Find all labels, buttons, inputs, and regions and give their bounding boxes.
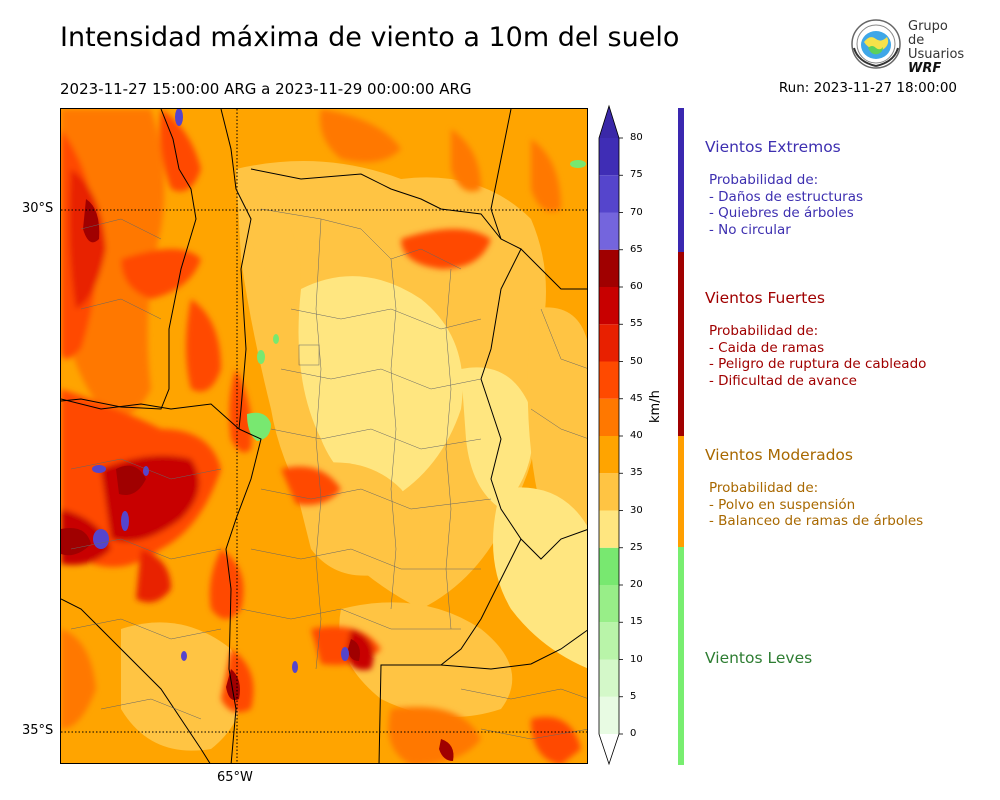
colorbar-tick-label: 25 bbox=[630, 541, 643, 553]
category-desc-fuertes: Probabilidad de: - Caida de ramas - Peli… bbox=[709, 323, 926, 389]
wind-map-canvas bbox=[61, 109, 587, 763]
colorbar-segment-60-65 bbox=[599, 249, 619, 287]
lat-label-35s: 35°S bbox=[22, 723, 54, 738]
colorbar-tick-label: 5 bbox=[630, 690, 637, 702]
logo-text: Grupo de Usuarios WRF bbox=[908, 20, 968, 76]
category-bar-moderados bbox=[678, 436, 684, 547]
colorbar-over-triangle bbox=[599, 106, 619, 138]
lon-label-65w: 65°W bbox=[217, 770, 253, 785]
page-title: Intensidad máxima de viento a 10m del su… bbox=[60, 22, 680, 53]
logo-line-2: Usuarios bbox=[908, 47, 965, 62]
category-bar-leves bbox=[678, 547, 684, 765]
colorbar-tick-label: 50 bbox=[630, 355, 643, 367]
colorbar-segment-40-45 bbox=[599, 398, 619, 436]
desc-line: - Peligro de ruptura de cableado bbox=[709, 356, 927, 372]
department-boundaries bbox=[70, 208, 587, 740]
colorbar-tick-label: 70 bbox=[630, 206, 643, 218]
colorbar-segment-15-20 bbox=[599, 585, 619, 623]
category-bar-extremos bbox=[678, 108, 684, 252]
colorbar-tick-label: 45 bbox=[630, 392, 643, 404]
colorbar-segment-65-70 bbox=[599, 212, 619, 250]
category-bar-fuertes bbox=[678, 252, 684, 436]
desc-line: Probabilidad de: bbox=[709, 480, 819, 496]
desc-line: - Quiebres de árboles bbox=[709, 205, 854, 221]
logo-line-1: Grupo de bbox=[908, 19, 948, 48]
colorbar-tick-label: 80 bbox=[630, 132, 643, 143]
colorbar-tick-label: 75 bbox=[630, 169, 643, 181]
colorbar-tick-label: 65 bbox=[630, 243, 643, 255]
graticule bbox=[61, 109, 587, 763]
colorbar-tick-label: 20 bbox=[630, 579, 643, 590]
forecast-period: 2023-11-27 15:00:00 ARG a 2023-11-29 00:… bbox=[60, 80, 472, 98]
colorbar-segment-75-80 bbox=[599, 138, 619, 176]
desc-line: Probabilidad de: bbox=[709, 323, 819, 339]
colorbar-tick-label: 55 bbox=[630, 318, 643, 330]
category-title-moderados: Vientos Moderados bbox=[705, 446, 853, 464]
colorbar-tick-label: 10 bbox=[630, 653, 643, 665]
category-title-fuertes: Vientos Fuertes bbox=[705, 289, 825, 307]
globe-seal-icon bbox=[851, 19, 901, 69]
wind-field bbox=[61, 109, 587, 763]
colorbar-tick-label: 60 bbox=[630, 281, 643, 292]
wrf-logo: Grupo de Usuarios WRF bbox=[848, 18, 968, 76]
colorbar-tick-label: 30 bbox=[630, 504, 643, 516]
colorbar-tick-label: 0 bbox=[630, 728, 637, 739]
desc-line: - Caida de ramas bbox=[709, 339, 825, 356]
colorbar-under-triangle bbox=[599, 734, 619, 764]
desc-line: - Daños de estructuras bbox=[709, 188, 864, 205]
colorbar-segment-0-5 bbox=[599, 696, 619, 734]
category-desc-extremos: Probabilidad de: - Daños de estructuras … bbox=[709, 172, 863, 238]
desc-line: - No circular bbox=[709, 221, 791, 238]
colorbar-segment-55-60 bbox=[599, 287, 619, 325]
colorbar-tick-label: 35 bbox=[630, 467, 643, 479]
lat-label-30s: 30°S bbox=[22, 201, 54, 216]
desc-line: - Balanceo de ramas de árboles bbox=[709, 513, 924, 529]
run-timestamp: Run: 2023-11-27 18:00:00 bbox=[778, 80, 957, 96]
wind-map[interactable] bbox=[60, 108, 588, 764]
colorbar-unit: km/h bbox=[648, 390, 663, 423]
colorbar bbox=[598, 104, 623, 766]
colorbar-segment-70-75 bbox=[599, 175, 619, 213]
category-desc-moderados: Probabilidad de: - Polvo en suspensión -… bbox=[709, 480, 923, 530]
colorbar-segment-25-30 bbox=[599, 510, 619, 548]
province-boundaries bbox=[61, 109, 587, 763]
colorbar-segment-30-35 bbox=[599, 473, 619, 511]
colorbar-segment-20-25 bbox=[599, 547, 619, 585]
desc-line: - Dificultad de avance bbox=[709, 372, 857, 389]
colorbar-segment-5-10 bbox=[599, 659, 619, 697]
colorbar-segment-35-40 bbox=[599, 436, 619, 474]
colorbar-segment-45-50 bbox=[599, 361, 619, 399]
colorbar-segment-50-55 bbox=[599, 324, 619, 362]
category-title-extremos: Vientos Extremos bbox=[705, 138, 841, 156]
category-title-leves: Vientos Leves bbox=[705, 649, 813, 667]
desc-line: - Polvo en suspensión bbox=[709, 496, 856, 513]
colorbar-segment-10-15 bbox=[599, 622, 619, 660]
colorbar-tick-label: 40 bbox=[630, 430, 643, 441]
logo-line-3: WRF bbox=[908, 61, 942, 76]
colorbar-tick-label: 15 bbox=[630, 616, 643, 628]
desc-line: Probabilidad de: bbox=[709, 172, 819, 188]
